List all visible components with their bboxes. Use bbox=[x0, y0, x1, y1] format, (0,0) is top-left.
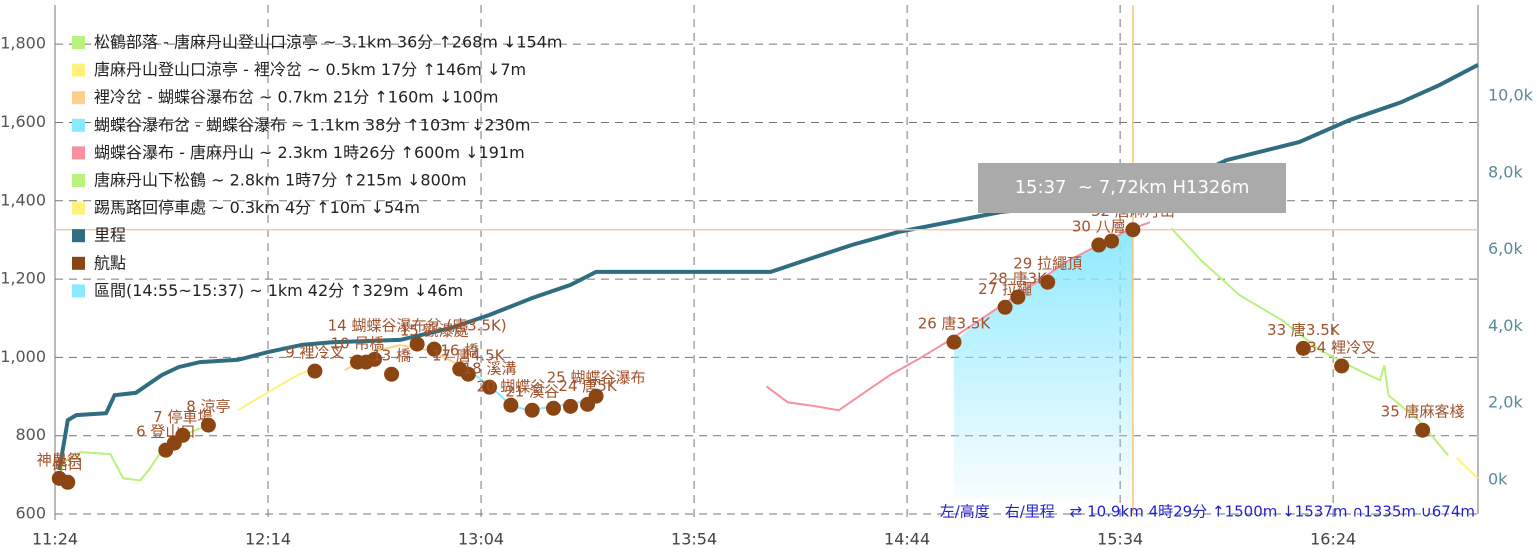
waypoint bbox=[1010, 289, 1026, 305]
legend-swatch bbox=[72, 36, 85, 49]
waypoint-label: 30 八層 bbox=[1072, 218, 1126, 236]
y-tick-label: 600 bbox=[15, 504, 46, 523]
footer-summary: 左/高度 右/里程 ⇄ 10.9km 4時29分 ↑1500m ↓1537m ∩… bbox=[940, 503, 1475, 521]
waypoint-label: 8 涼亭 bbox=[186, 398, 230, 416]
waypoint bbox=[503, 397, 519, 413]
waypoint bbox=[1334, 358, 1350, 374]
x-tick-label: 13:54 bbox=[671, 530, 717, 549]
waypoint bbox=[367, 351, 383, 367]
legend-label: 踢馬路回停車處 ~ 0.3km 4分 ↑10m ↓54m bbox=[94, 198, 420, 217]
legend-swatch bbox=[72, 174, 85, 187]
waypoint bbox=[175, 427, 191, 443]
legend-label: 里程 bbox=[94, 226, 126, 245]
elevation-line bbox=[237, 367, 316, 412]
legend-swatch bbox=[72, 256, 85, 270]
waypoint bbox=[545, 400, 561, 416]
tooltip-box bbox=[978, 163, 1286, 213]
waypoint-label: 10 吊橋 bbox=[331, 335, 385, 353]
legend-label: 蝴蝶谷瀑布岔 - 蝴蝶谷瀑布 ~ 1.1km 38分 ↑103m ↓230m bbox=[94, 115, 531, 134]
waypoint bbox=[1091, 237, 1107, 253]
waypoint bbox=[307, 363, 323, 379]
legend-label: 唐麻丹山下松鶴 ~ 2.8km 1時7分 ↑215m ↓800m bbox=[94, 171, 467, 190]
x-tick-label: 11:24 bbox=[32, 530, 78, 549]
y2-tick-label: 4,0k bbox=[1488, 316, 1523, 335]
x-tick-label: 16:24 bbox=[1310, 530, 1356, 549]
waypoint bbox=[1295, 340, 1311, 356]
legend-label: 唐麻丹山登山口涼亭 - 裡冷岔 ~ 0.5km 17分 ↑146m ↓7m bbox=[94, 60, 526, 79]
waypoint bbox=[200, 417, 216, 433]
interval-area bbox=[953, 229, 1133, 500]
y-tick-label: 1,800 bbox=[0, 34, 46, 53]
x-tick-label: 14:44 bbox=[884, 530, 930, 549]
waypoint-label: 34 裡冷叉 bbox=[1307, 338, 1376, 356]
waypoint bbox=[1415, 422, 1431, 438]
waypoint bbox=[426, 341, 442, 357]
waypoint bbox=[946, 334, 962, 350]
legend-label: 航點 bbox=[94, 253, 126, 272]
waypoint-label: 15 觀瀑處 bbox=[400, 322, 469, 340]
waypoint-label: 25 蝴蝶谷瀑布 bbox=[547, 369, 646, 387]
y2-tick-label: 6,0k bbox=[1488, 239, 1523, 258]
waypoint-label: 16 橋 bbox=[440, 342, 479, 360]
waypoint bbox=[60, 474, 76, 490]
legend-swatch bbox=[72, 201, 85, 215]
waypoint bbox=[409, 336, 425, 352]
tooltip-text: 15:37 ~ 7,72km H1326m bbox=[1015, 177, 1250, 198]
waypoint-label: 26 唐3.5K bbox=[918, 315, 992, 333]
waypoint-label: 28 唐3K bbox=[989, 270, 1048, 288]
legend-swatch bbox=[72, 146, 85, 160]
legend-swatch bbox=[72, 63, 85, 77]
legend-label: 區間(14:55~15:37) ~ 1km 42分 ↑329m ↓46m bbox=[94, 281, 463, 300]
elevation-line bbox=[1456, 457, 1479, 480]
legend-swatch bbox=[72, 284, 85, 298]
x-tick-label: 13:04 bbox=[458, 530, 504, 549]
waypoint-label: 29 拉繩頂 bbox=[1013, 255, 1082, 273]
legend-label: 裡冷岔 - 蝴蝶谷瀑布岔 ~ 0.7km 21分 ↑160m ↓100m bbox=[94, 88, 499, 107]
y2-tick-label: 0k bbox=[1488, 470, 1508, 489]
legend-swatch bbox=[72, 118, 85, 132]
waypoint bbox=[588, 388, 604, 404]
waypoint bbox=[997, 299, 1013, 315]
x-tick-label: 12:14 bbox=[245, 530, 291, 549]
waypoint-label: 21 溪谷 bbox=[505, 383, 559, 401]
y-tick-label: 800 bbox=[15, 425, 46, 444]
y2-tick-label: 2,0k bbox=[1488, 393, 1523, 412]
waypoint-label: 路口 bbox=[53, 455, 83, 473]
waypoint-label: 18 溪溝 bbox=[463, 360, 517, 378]
waypoint bbox=[460, 366, 476, 382]
waypoint bbox=[1104, 233, 1120, 249]
legend-swatch bbox=[72, 229, 85, 243]
legend-label: 松鶴部落 - 唐麻丹山登山口涼亭 ~ 3.1km 36分 ↑268m ↓154m bbox=[94, 33, 563, 52]
elevation-line bbox=[1170, 227, 1449, 456]
waypoint-label: 神農祭 bbox=[37, 451, 82, 469]
waypoint-label: 13 橋 bbox=[372, 347, 411, 365]
legend-label: 蝴蝶谷瀑布 - 唐麻丹山 ~ 2.3km 1時26分 ↑600m ↓191m bbox=[94, 143, 525, 162]
waypoint-label: 24 唐5K bbox=[558, 377, 617, 395]
x-tick-label: 15:34 bbox=[1097, 530, 1143, 549]
waypoint-label: 35 唐麻客棧 bbox=[1381, 403, 1465, 421]
waypoint bbox=[1125, 222, 1141, 238]
waypoint-label: 33 唐3.5K bbox=[1267, 321, 1341, 339]
legend-swatch bbox=[72, 91, 85, 105]
waypoint bbox=[384, 366, 400, 382]
waypoint-label: 7 停車場 bbox=[153, 408, 212, 426]
y-tick-label: 1,000 bbox=[0, 347, 46, 366]
waypoint-label: 9 裡冷叉 bbox=[285, 344, 344, 362]
waypoint bbox=[563, 398, 579, 414]
y-tick-label: 1,400 bbox=[0, 190, 46, 209]
waypoint-label: 20 蝴蝶谷 bbox=[476, 378, 545, 396]
waypoint bbox=[1040, 274, 1056, 290]
waypoint-label: 17 唐4.5K bbox=[432, 347, 506, 365]
waypoint bbox=[482, 379, 498, 395]
waypoint-label: 14 蝴蝶谷瀑布岔 (唐3.5K) bbox=[328, 317, 507, 335]
waypoint bbox=[524, 402, 540, 418]
y2-tick-label: 10,0k bbox=[1488, 86, 1534, 105]
y-tick-label: 1,200 bbox=[0, 269, 46, 288]
y2-tick-label: 8,0k bbox=[1488, 162, 1523, 181]
y-tick-label: 1,600 bbox=[0, 112, 46, 131]
